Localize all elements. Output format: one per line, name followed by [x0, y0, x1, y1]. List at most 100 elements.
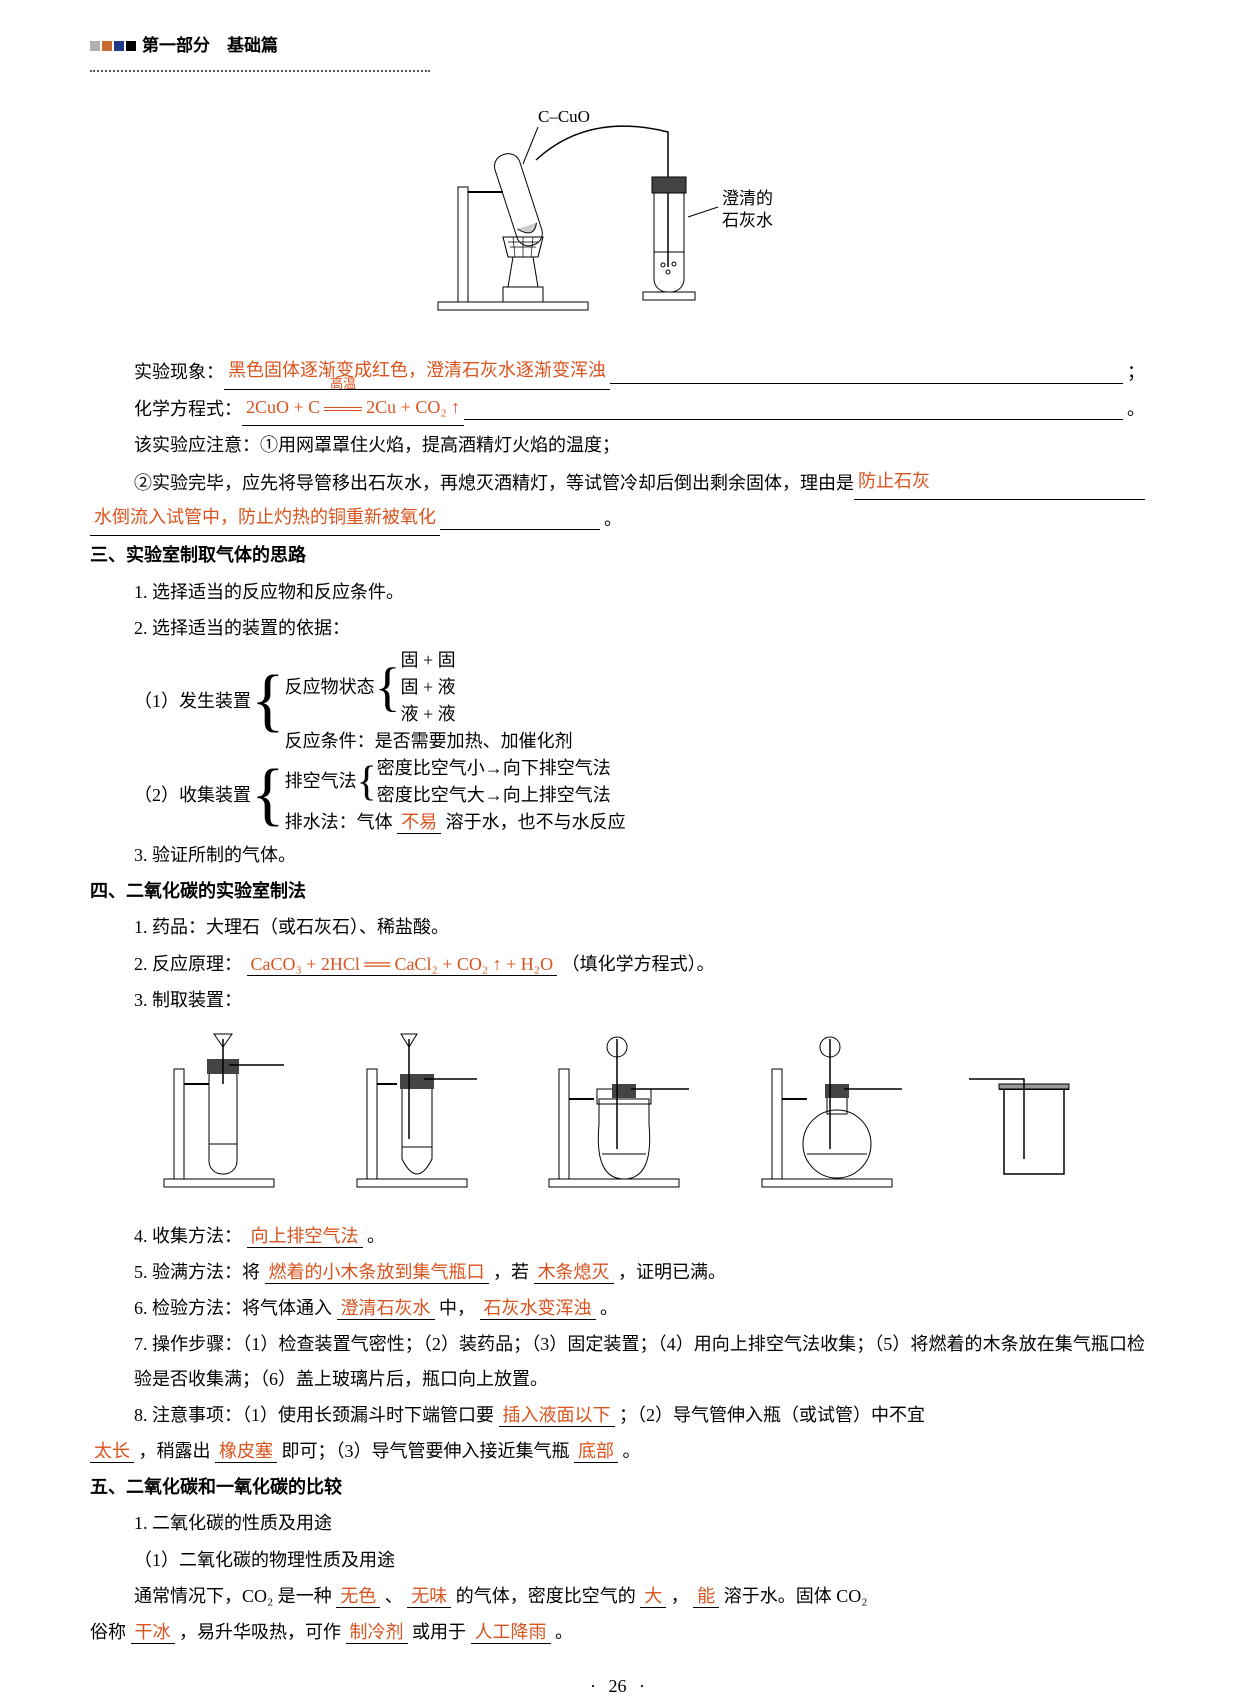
s5-p3-e: 溶于水。固体 CO₂ — [724, 1586, 868, 1606]
equation-arrow: 高温 — [324, 390, 362, 424]
equation-trail — [464, 419, 1123, 420]
header-title: 第一部分 基础篇 — [142, 30, 278, 62]
s5-p3-fill2: 无味 — [407, 1586, 451, 1608]
exp-note2-fill: 防止石灰 — [854, 464, 1145, 500]
s5-p1: 1. 二氧化碳的性质及用途 — [90, 1506, 1145, 1540]
page-header: 第一部分 基础篇 — [90, 30, 1145, 62]
s3-cond: 反应条件：是否需要加热、加催化剂 — [285, 728, 573, 755]
s4-p5-fill2: 木条熄灭 — [534, 1262, 614, 1284]
s5-p4-d: 。 — [555, 1622, 573, 1642]
s4-p5-b: ，若 — [493, 1262, 529, 1282]
brace-icon: { — [375, 663, 401, 711]
experiment-diagram: C–CuO 澄清的 石灰水 — [90, 92, 1145, 333]
s4-p6: 6. 检验方法：将气体通入 澄清石灰水 中， 石灰水变浑浊 。 — [90, 1291, 1145, 1325]
section3-title: 三、实验室制取气体的思路 — [90, 538, 1145, 572]
s3-p3: 3. 验证所制的气体。 — [90, 838, 1145, 872]
apparatus-4 — [752, 1029, 922, 1199]
section5-title: 五、二氧化碳和一氧化碳的比较 — [90, 1470, 1145, 1504]
exp-note3-trail — [440, 529, 600, 530]
s4-p2-b: （填化学方程式）。 — [562, 954, 715, 974]
s3-p2: 2. 选择适当的装置的依据： — [90, 611, 1145, 645]
exp-note2: ②实验完毕，应先将导管移出石灰水，再熄灭酒精灯，等试管冷却后倒出剩余固体，理由是… — [90, 464, 1145, 500]
equation-label: 化学方程式： — [134, 392, 242, 426]
s4-p5: 5. 验满方法：将 燃着的小木条放到集气瓶口 ，若 木条熄灭 ，证明已满。 — [90, 1255, 1145, 1289]
s5-p3-a: 通常情况下，CO₂ 是一种 — [134, 1586, 332, 1606]
apparatus-5 — [964, 1029, 1094, 1199]
brace-icon: { — [251, 765, 285, 825]
page-number: · 26 · — [90, 1669, 1145, 1703]
diagram-label-lime1: 澄清的 — [722, 189, 773, 208]
equation-line: 化学方程式： 2CuO + C 高温 2Cu + CO₂ ↑ 。 — [90, 390, 1145, 426]
s4-p8-e: 。 — [623, 1441, 641, 1461]
s3-coll-label: （2）收集装置 — [134, 778, 251, 812]
s4-p4-b: 。 — [367, 1226, 385, 1246]
s5-p3-c: 的气体，密度比空气的 — [456, 1586, 636, 1606]
s3-air-2: 密度比空气大→向上排空气法 — [377, 782, 611, 809]
s4-p6-c: 。 — [600, 1298, 618, 1318]
exp-note1: 该实验应注意：①用网罩罩住火焰，提高酒精灯火焰的温度； — [90, 428, 1145, 462]
s3-air-1: 密度比空气小→向下排空气法 — [377, 755, 611, 782]
s3-gen-label: （1）发生装置 — [134, 684, 251, 718]
s4-p8-line2: 太长 ，稍露出 橡皮塞 即可；（3）导气管要伸入接近集气瓶 底部 。 — [90, 1434, 1145, 1468]
apparatus-2 — [347, 1029, 497, 1199]
equation-body: 2CuO + C 高温 2Cu + CO₂ ↑ — [242, 390, 464, 426]
exp-note3-fill: 水倒流入试管中，防止灼热的铜重新被氧化 — [90, 500, 440, 536]
equation-lhs: 2CuO + C — [246, 390, 320, 424]
s5-p4-fill2: 制冷剂 — [346, 1622, 408, 1644]
s4-p8-fill1: 插入液面以下 — [499, 1405, 615, 1427]
exp-note2-a: ②实验完毕，应先将导管移出石灰水，再熄灭酒精灯，等试管冷却后倒出剩余固体，理由是 — [134, 466, 854, 500]
s4-p2: 2. 反应原理： CaCO₃ + 2HCl ══ CaCl₂ + CO₂ ↑ +… — [90, 947, 1145, 981]
square-3 — [114, 41, 124, 51]
s4-p3: 3. 制取装置： — [90, 983, 1145, 1017]
header-squares — [90, 41, 136, 51]
s3-air-label: 排空气法 — [285, 768, 357, 795]
s4-p4: 4. 收集方法： 向上排空气法 。 — [90, 1219, 1145, 1253]
diagram-label-lime2: 石灰水 — [722, 211, 773, 230]
s5-p4-fill1: 干冰 — [131, 1622, 175, 1644]
s4-p6-b: 中， — [439, 1298, 475, 1318]
apparatus-row — [154, 1029, 1094, 1199]
header-dotted-line — [90, 70, 430, 72]
s4-p8-c: ，稍露出 — [139, 1441, 211, 1461]
brace-icon: { — [251, 671, 285, 731]
s3-state-3: 液 + 液 — [401, 701, 456, 728]
s3-water-a: 排水法：气体 — [285, 812, 393, 832]
s3-p1: 1. 选择适当的反应物和反应条件。 — [90, 575, 1145, 609]
apparatus-3 — [539, 1029, 709, 1199]
s5-p4-b: ，易升华吸热，可作 — [179, 1622, 341, 1642]
s5-p4-fill3: 人工降雨 — [471, 1622, 551, 1644]
s3-water-b: 溶于水，也不与水反应 — [446, 812, 626, 832]
s5-p3-fill1: 无色 — [336, 1586, 380, 1608]
s4-p4-fill: 向上排空气法 — [247, 1226, 363, 1248]
s5-p3-b: 、 — [385, 1586, 403, 1606]
s4-p8-fill2: 太长 — [90, 1441, 134, 1463]
phenomenon-label: 实验现象： — [134, 355, 224, 389]
s4-p8-a: 8. 注意事项：（1）使用长颈漏斗时下端管口要 — [134, 1405, 494, 1425]
s4-p5-c: ，证明已满。 — [618, 1262, 726, 1282]
s4-p2-a: 2. 反应原理： — [134, 954, 242, 974]
s3-state-label: 反应物状态 — [285, 674, 375, 701]
s3-state-2: 固 + 液 — [401, 674, 456, 701]
apparatus-svg: C–CuO 澄清的 石灰水 — [408, 92, 828, 322]
s4-p8-d: 即可；（3）导气管要伸入接近集气瓶 — [282, 1441, 570, 1461]
s5-p3-fill4: 能 — [693, 1586, 719, 1608]
s3-coll: （2）收集装置 { 排空气法 { 密度比空气小→向下排空气法 密度比空气大→向上… — [90, 755, 1145, 836]
s5-p3: 通常情况下，CO₂ 是一种 无色 、 无味 的气体，密度比空气的 大 ， 能 溶… — [90, 1579, 1145, 1613]
brace-icon: { — [357, 763, 377, 801]
page-number-value: 26 — [601, 1676, 635, 1696]
s4-p6-a: 6. 检验方法：将气体通入 — [134, 1298, 332, 1318]
exp-note3: 水倒流入试管中，防止灼热的铜重新被氧化 。 — [90, 500, 1145, 536]
equation-rhs: 2Cu + CO₂ ↑ — [366, 390, 460, 424]
square-2 — [102, 41, 112, 51]
s4-p4-a: 4. 收集方法： — [134, 1226, 242, 1246]
s5-p4: 俗称 干冰 ，易升华吸热，可作 制冷剂 或用于 人工降雨 。 — [90, 1615, 1145, 1649]
s4-p8: 8. 注意事项：（1）使用长颈漏斗时下端管口要 插入液面以下 ；（2）导气管伸入… — [90, 1398, 1145, 1432]
equation-period: 。 — [1127, 392, 1145, 426]
s5-p3-fill3: 大 — [640, 1586, 666, 1608]
phenomenon-trail — [610, 383, 1123, 384]
s4-p6-fill1: 澄清石灰水 — [337, 1298, 435, 1320]
section4-title: 四、二氧化碳的实验室制法 — [90, 874, 1145, 908]
s4-p6-fill2: 石灰水变浑浊 — [480, 1298, 596, 1320]
s4-p1: 1. 药品：大理石（或石灰石）、稀盐酸。 — [90, 910, 1145, 944]
s4-p8-b: ；（2）导气管伸入瓶（或试管）中不宜 — [619, 1405, 925, 1425]
